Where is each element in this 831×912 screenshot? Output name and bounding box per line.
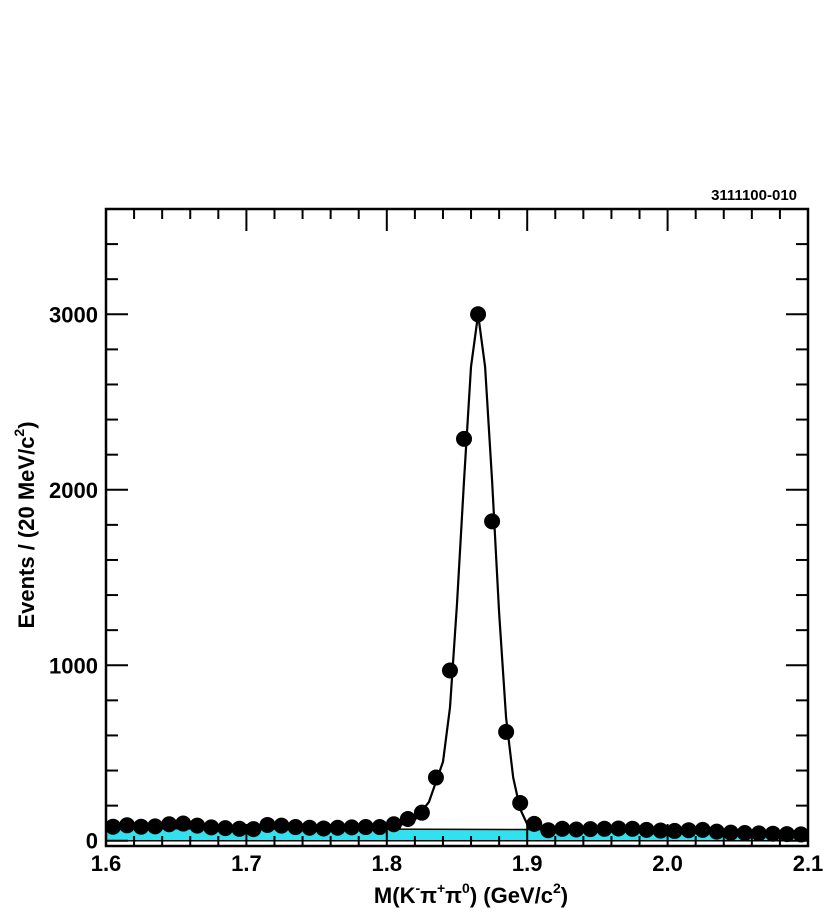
data-point: [638, 821, 655, 838]
x-axis-title-mid2: π: [445, 883, 462, 908]
data-point: [385, 816, 402, 833]
data-point: [694, 821, 711, 838]
x-axis-title: M(K-π+π0) (GeV/c2): [374, 880, 568, 908]
x-tick-label: 2.1: [793, 851, 824, 876]
x-axis-title-sup4: 2: [553, 880, 561, 896]
data-point: [568, 821, 585, 838]
y-axis-title: Events / (20 MeV/c2): [11, 421, 39, 628]
data-point: [161, 816, 178, 833]
data-point: [147, 818, 164, 835]
data-point: [792, 826, 809, 843]
data-point: [498, 723, 515, 740]
data-point: [315, 820, 332, 837]
data-point: [750, 825, 767, 842]
figure-code: 3111100-010: [711, 187, 797, 204]
data-point: [484, 513, 501, 530]
data-point: [736, 825, 753, 842]
data-point: [666, 822, 683, 839]
data-point: [217, 820, 234, 837]
data-points-layer: [105, 306, 809, 843]
x-axis-title-base: M(K: [374, 883, 416, 908]
x-axis-title-sup1: -: [415, 880, 420, 896]
data-point: [554, 820, 571, 837]
data-point: [245, 821, 262, 838]
x-axis-title-mid1: π: [420, 883, 437, 908]
data-point: [441, 662, 458, 679]
tick-labels-layer: 1.6 1.7 1.8 1.9 2.0 2.1 0 1000 2000 3000: [49, 302, 823, 876]
data-point: [301, 819, 318, 836]
data-point: [610, 820, 627, 837]
y-tick-label: 1000: [49, 653, 98, 678]
data-point: [778, 826, 795, 843]
y-axis-title-base: Events / (20 MeV/c: [14, 437, 39, 629]
plot-frame-layer: [104, 207, 810, 848]
data-point: [470, 306, 487, 323]
data-point: [273, 817, 290, 834]
x-tick-label: 1.6: [91, 851, 122, 876]
data-point: [652, 822, 669, 839]
data-point: [133, 818, 150, 835]
x-tick-label: 2.0: [652, 851, 683, 876]
data-point: [357, 819, 374, 836]
fit-curve-layer: [105, 313, 809, 834]
y-tick-label: 0: [86, 829, 98, 854]
x-tick-label: 1.9: [512, 851, 543, 876]
data-point: [624, 820, 641, 837]
data-point: [526, 815, 543, 832]
data-point: [596, 820, 613, 837]
x-tick-label: 1.8: [372, 851, 403, 876]
data-point: [119, 817, 136, 834]
y-tick-label: 3000: [49, 302, 98, 327]
ticks-layer: [105, 209, 809, 846]
data-point: [231, 820, 248, 837]
data-point: [259, 816, 276, 833]
data-point: [764, 825, 781, 842]
y-tick-label: 2000: [49, 478, 98, 503]
plot-frame: [104, 207, 810, 848]
data-point: [722, 824, 739, 841]
data-point: [680, 822, 697, 839]
x-axis-title-mid3: ) (GeV/c: [470, 883, 553, 908]
data-point: [329, 819, 346, 836]
data-point: [175, 815, 192, 832]
data-point: [105, 818, 122, 835]
data-point: [413, 804, 430, 821]
data-point: [708, 823, 725, 840]
y-axis-title-sup: 2: [11, 429, 27, 437]
data-point: [203, 819, 220, 836]
data-point: [399, 810, 416, 827]
data-point: [456, 430, 473, 447]
x-axis-title-sup3: 0: [462, 880, 470, 896]
x-tick-label: 1.7: [231, 851, 262, 876]
data-point: [189, 817, 206, 834]
data-point: [371, 819, 388, 836]
x-axis-title-end: ): [561, 883, 568, 908]
data-point: [287, 819, 304, 836]
y-axis-title-end: ): [14, 421, 39, 428]
fit-curve: [105, 313, 809, 834]
x-axis-title-sup2: +: [437, 880, 445, 896]
data-point: [512, 795, 529, 812]
data-point: [343, 819, 360, 836]
data-point: [540, 822, 557, 839]
data-point: [427, 769, 444, 786]
data-point: [582, 821, 599, 838]
